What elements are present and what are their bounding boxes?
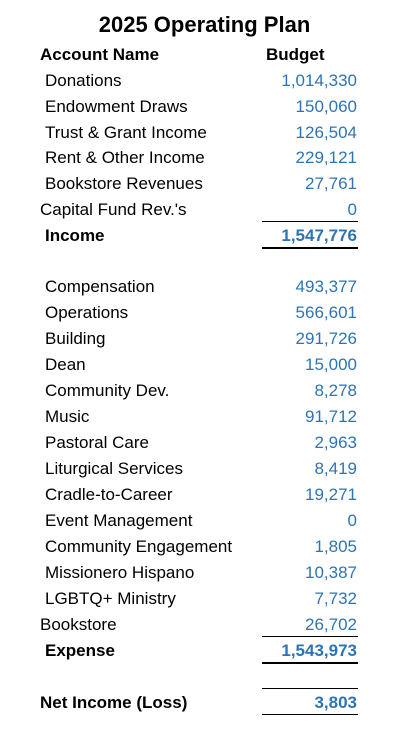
budget-value: 1,014,330 xyxy=(281,71,357,90)
budget-value: 8,419 xyxy=(314,459,357,478)
budget-value: 0 xyxy=(347,511,357,530)
account-name: Community Dev. xyxy=(45,381,170,400)
expense-total-value: 1,543,973 xyxy=(281,641,357,660)
income-total-label: Income xyxy=(45,226,105,245)
account-name: Donations xyxy=(45,71,122,90)
net-income-value: 3,803 xyxy=(314,693,357,712)
account-name: LGBTQ+ Ministry xyxy=(45,589,176,608)
expense-total-row: Expense 1,543,973 xyxy=(0,638,409,664)
net-income-row: Net Income (Loss) 3,803 xyxy=(0,690,409,716)
account-name: Compensation xyxy=(45,277,155,296)
budget-value: 126,504 xyxy=(295,123,357,142)
net-bottom-rule xyxy=(262,714,358,715)
total-rule xyxy=(262,247,358,249)
expense-row: Pastoral Care 2,963 xyxy=(0,430,409,456)
budget-value: 493,377 xyxy=(295,277,357,296)
account-name: Dean xyxy=(45,355,86,374)
account-name: Community Engagement xyxy=(45,537,233,556)
expense-row: Bookstore 26,702 xyxy=(0,612,409,638)
budget-header: Budget xyxy=(266,45,325,64)
budget-value: 0 xyxy=(347,200,357,219)
budget-value: 150,060 xyxy=(295,97,357,116)
expense-row: Dean 15,000 xyxy=(0,352,409,378)
expense-row: LGBTQ+ Ministry 7,732 xyxy=(0,586,409,612)
subtotal-rule xyxy=(262,221,358,222)
account-name: Endowment Draws xyxy=(45,97,188,116)
account-name-header: Account Name xyxy=(40,45,160,64)
income-row: Bookstore Revenues 27,761 xyxy=(0,171,409,197)
total-rule xyxy=(262,662,358,664)
account-name: Capital Fund Rev.'s xyxy=(40,200,187,219)
page-title: 2025 Operating Plan xyxy=(98,12,311,37)
budget-value: 566,601 xyxy=(295,303,357,322)
budget-value: 26,702 xyxy=(305,615,357,634)
expense-row: Missionero Hispano 10,387 xyxy=(0,560,409,586)
budget-value: 27,761 xyxy=(305,174,357,193)
budget-value: 7,732 xyxy=(314,589,357,608)
account-name: Trust & Grant Income xyxy=(45,123,207,142)
account-name: Missionero Hispano xyxy=(45,563,195,582)
budget-value: 19,271 xyxy=(305,485,357,504)
income-row: Endowment Draws 150,060 xyxy=(0,94,409,120)
account-name: Liturgical Services xyxy=(45,459,183,478)
budget-value: 2,963 xyxy=(314,433,357,452)
income-row: Rent & Other Income 229,121 xyxy=(0,145,409,171)
expense-total-label: Expense xyxy=(45,641,115,660)
expense-row: Music 91,712 xyxy=(0,404,409,430)
account-name: Pastoral Care xyxy=(45,433,149,452)
budget-value: 1,805 xyxy=(314,537,357,556)
account-name: Rent & Other Income xyxy=(45,148,205,167)
net-top-rule xyxy=(262,688,358,689)
account-name: Bookstore Revenues xyxy=(45,174,203,193)
budget-value: 91,712 xyxy=(305,407,357,426)
expense-row: Community Dev. 8,278 xyxy=(0,378,409,404)
account-name: Bookstore xyxy=(40,615,117,634)
account-name: Operations xyxy=(45,303,129,322)
income-total-row: Income 1,547,776 xyxy=(0,223,409,249)
subtotal-rule xyxy=(262,636,358,637)
budget-value: 15,000 xyxy=(305,355,357,374)
account-name: Event Management xyxy=(45,511,193,530)
income-row: Trust & Grant Income 126,504 xyxy=(0,120,409,146)
expense-row: Building 291,726 xyxy=(0,326,409,352)
account-name: Music xyxy=(45,407,90,426)
income-row: Donations 1,014,330 xyxy=(0,68,409,94)
budget-value: 291,726 xyxy=(295,329,357,348)
account-name: Building xyxy=(45,329,106,348)
budget-value: 8,278 xyxy=(314,381,357,400)
expense-row: Community Engagement 1,805 xyxy=(0,534,409,560)
expense-row: Compensation 493,377 xyxy=(0,274,409,300)
budget-value: 229,121 xyxy=(295,148,357,167)
expense-row: Operations 566,601 xyxy=(0,300,409,326)
header-row: Account Name Budget xyxy=(0,42,409,68)
budget-value: 10,387 xyxy=(305,563,357,582)
income-total-value: 1,547,776 xyxy=(281,226,357,245)
expense-row: Liturgical Services 8,419 xyxy=(0,456,409,482)
income-row: Capital Fund Rev.'s 0 xyxy=(0,197,409,223)
account-name: Cradle-to-Career xyxy=(45,485,173,504)
expense-row: Cradle-to-Career 19,271 xyxy=(0,482,409,508)
net-income-label: Net Income (Loss) xyxy=(40,693,188,712)
expense-row: Event Management 0 xyxy=(0,508,409,534)
